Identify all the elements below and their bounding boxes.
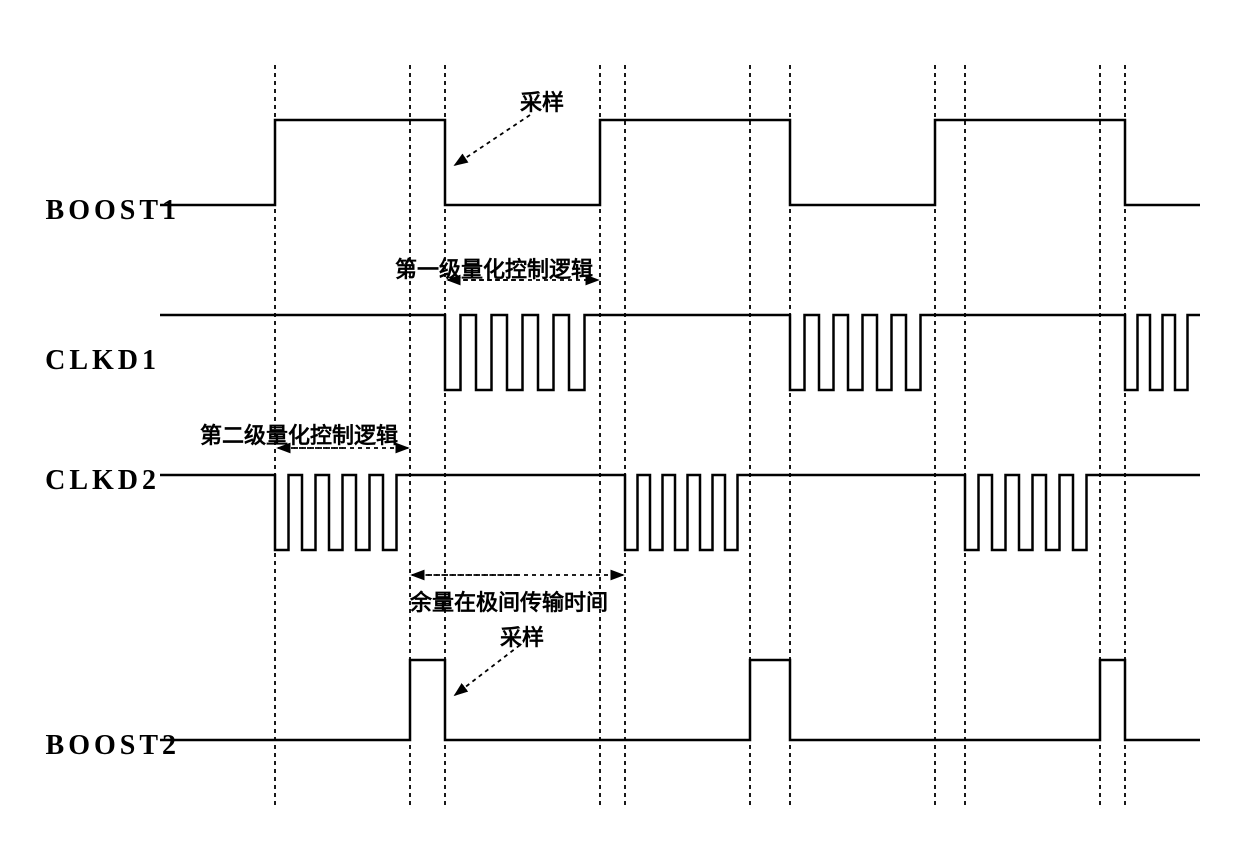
timing-diagram: BOOST1 CLKD1 CLKD2 BOOST2 采样 第一级量化控制逻辑 第…: [20, 20, 1220, 820]
timing-svg: [20, 20, 1220, 820]
